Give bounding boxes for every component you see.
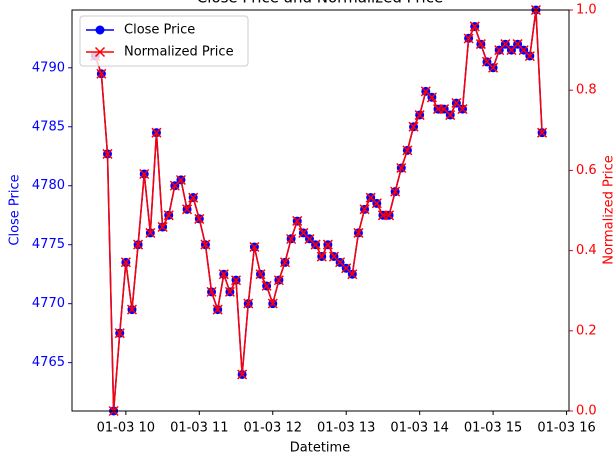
point: [126, 304, 138, 315]
point: [267, 298, 278, 309]
y2-tick-label: 1.0: [576, 3, 597, 18]
point: [524, 51, 535, 62]
point: [224, 286, 235, 297]
point: [445, 110, 456, 121]
point: [206, 286, 217, 297]
point: [157, 221, 168, 232]
point: [249, 241, 260, 253]
y2-tick-label: 0.8: [576, 83, 597, 98]
point: [194, 213, 205, 224]
y2-tick-label: 0.2: [576, 323, 597, 338]
point: [475, 39, 486, 50]
y-tick-label: 4785: [32, 119, 65, 134]
point: [243, 298, 254, 309]
x-tick-label: 01-03 14: [390, 421, 448, 436]
x-tick-label: 01-03 10: [97, 421, 155, 436]
x-tick-label: 01-03 11: [170, 421, 228, 436]
point: [261, 280, 272, 291]
x-tick-label: 01-03 13: [317, 421, 375, 436]
point: [133, 239, 144, 250]
point: [371, 198, 382, 209]
y-axis-label: Close Price: [8, 174, 23, 245]
point: [102, 148, 113, 159]
point: [463, 33, 474, 44]
y-tick-label: 4775: [32, 237, 65, 252]
point: [231, 275, 242, 286]
point: [426, 92, 437, 103]
point: [145, 227, 156, 238]
point: [120, 257, 131, 268]
point: [200, 239, 211, 250]
point: [286, 233, 297, 245]
y2-axis-label: Normalized Price: [602, 155, 616, 265]
point: [151, 127, 162, 138]
point: [353, 227, 364, 238]
point: [537, 127, 548, 138]
point: [182, 204, 193, 215]
x-tick-label: 01-03 16: [537, 421, 595, 436]
point: [347, 269, 358, 280]
point: [212, 304, 223, 315]
y-tick-label: 4780: [32, 178, 65, 193]
legend-marker: [95, 25, 105, 35]
point: [279, 257, 291, 268]
series-line: [94, 9, 543, 412]
point: [273, 275, 284, 286]
point: [310, 239, 321, 250]
series-line: [94, 9, 543, 412]
point: [163, 210, 174, 221]
point: [316, 251, 327, 262]
point: [255, 269, 266, 280]
point: [139, 168, 150, 180]
x-tick-label: 01-03 12: [244, 421, 302, 436]
point: [114, 328, 125, 339]
point: [322, 239, 333, 250]
point: [292, 215, 303, 226]
legend-marker: [94, 46, 106, 58]
chart-title: Close Price and Normalized Price: [197, 0, 443, 7]
point: [414, 110, 425, 121]
plot-frame: [71, 9, 570, 412]
y-tick-label: 4765: [32, 355, 65, 370]
legend-label: Close Price: [124, 23, 195, 38]
x-axis-label: Datetime: [290, 441, 350, 456]
y-tick-label: 4790: [32, 60, 65, 75]
y2-tick-label: 0.0: [576, 404, 597, 419]
point: [188, 192, 199, 203]
point: [402, 145, 413, 156]
point: [384, 210, 395, 221]
point: [488, 62, 499, 73]
point: [408, 121, 419, 132]
point: [390, 186, 401, 197]
y2-tick-label: 0.4: [576, 243, 597, 258]
point: [457, 104, 468, 115]
point: [359, 204, 370, 215]
legend-label: Normalized Price: [124, 45, 234, 60]
y2-tick-label: 0.6: [576, 163, 597, 178]
point: [96, 68, 107, 79]
legend: Close Price Normalized Price: [79, 15, 249, 67]
legend-box: [79, 15, 249, 67]
y-tick-label: 4770: [32, 296, 65, 311]
point: [218, 269, 229, 280]
x-tick-label: 01-03 15: [464, 421, 522, 436]
point: [175, 174, 186, 186]
point: [396, 162, 407, 174]
point: [469, 21, 480, 32]
point: [237, 369, 248, 380]
